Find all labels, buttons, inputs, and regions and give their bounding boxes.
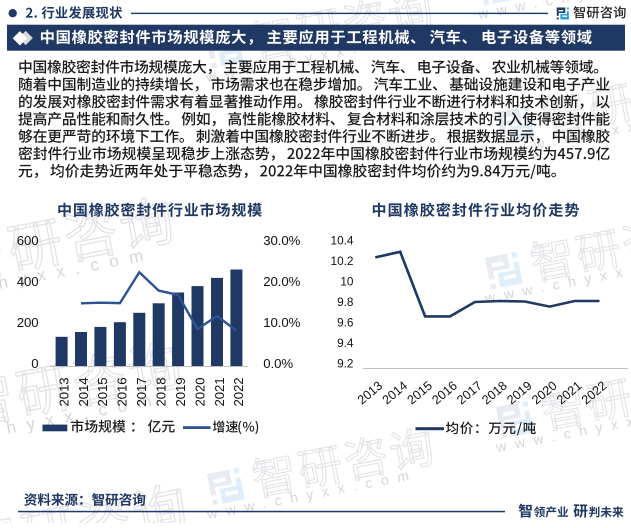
svg-text:30.0%: 30.0%: [263, 233, 300, 248]
svg-text:9.2: 9.2: [337, 357, 353, 371]
svg-text:2019: 2019: [173, 378, 188, 407]
svg-text:600: 600: [17, 233, 39, 248]
svg-text:2017: 2017: [134, 378, 149, 407]
svg-text:400: 400: [17, 274, 39, 289]
svg-text:9.4: 9.4: [337, 336, 354, 350]
svg-text:0: 0: [31, 356, 38, 371]
svg-text:10.2: 10.2: [331, 254, 354, 268]
svg-text:2015: 2015: [95, 378, 110, 407]
svg-text:0.0%: 0.0%: [263, 356, 293, 371]
svg-text:2022: 2022: [231, 378, 246, 407]
svg-text:2013: 2013: [56, 378, 71, 407]
svg-text:10.0%: 10.0%: [263, 315, 300, 330]
svg-text:9.8: 9.8: [337, 295, 354, 309]
svg-text:10.4: 10.4: [331, 234, 354, 248]
svg-text:2014: 2014: [76, 378, 91, 407]
svg-text:20.0%: 20.0%: [263, 274, 300, 289]
svg-text:10: 10: [340, 275, 354, 289]
svg-text:2020: 2020: [192, 378, 207, 407]
svg-text:200: 200: [17, 315, 39, 330]
svg-text:2021: 2021: [212, 378, 227, 407]
svg-text:2018: 2018: [154, 378, 169, 407]
svg-text:2016: 2016: [115, 378, 130, 407]
svg-text:9.6: 9.6: [337, 316, 354, 330]
